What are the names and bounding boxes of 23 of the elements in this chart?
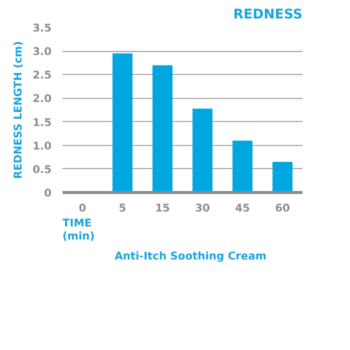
text: Anti-Itch Soothing Cream xyxy=(114,250,266,262)
bar xyxy=(152,65,172,192)
y-tick-label: 1.0 xyxy=(32,139,52,152)
bar xyxy=(272,162,292,192)
y-tick-label: 3.0 xyxy=(32,45,52,58)
x-tick-label: 5 xyxy=(118,202,126,214)
y-tick-label: 0.5 xyxy=(32,162,52,176)
y-tick-label: 1.5 xyxy=(32,116,52,129)
x-axis-title: TIME (min) xyxy=(62,216,95,242)
y-tick-label: 2.5 xyxy=(32,68,52,82)
x-tick-label: 30 xyxy=(195,202,210,214)
bar xyxy=(232,140,252,192)
x-tick-label: 15 xyxy=(155,202,170,214)
chart-title: REDNESS xyxy=(233,8,303,22)
y-axis-title: REDNESS LENGTH (cm) xyxy=(12,41,25,179)
y-tick-label: 3.5 xyxy=(32,22,52,34)
x-tick-label: 0 xyxy=(78,202,86,214)
bar xyxy=(112,53,132,192)
bar xyxy=(192,108,212,192)
y-tick-label: 2.0 xyxy=(32,92,52,106)
x-tick-label: 45 xyxy=(235,202,250,214)
y-tick-label: 0 xyxy=(44,186,52,200)
x-tick-label: 60 xyxy=(275,202,290,214)
